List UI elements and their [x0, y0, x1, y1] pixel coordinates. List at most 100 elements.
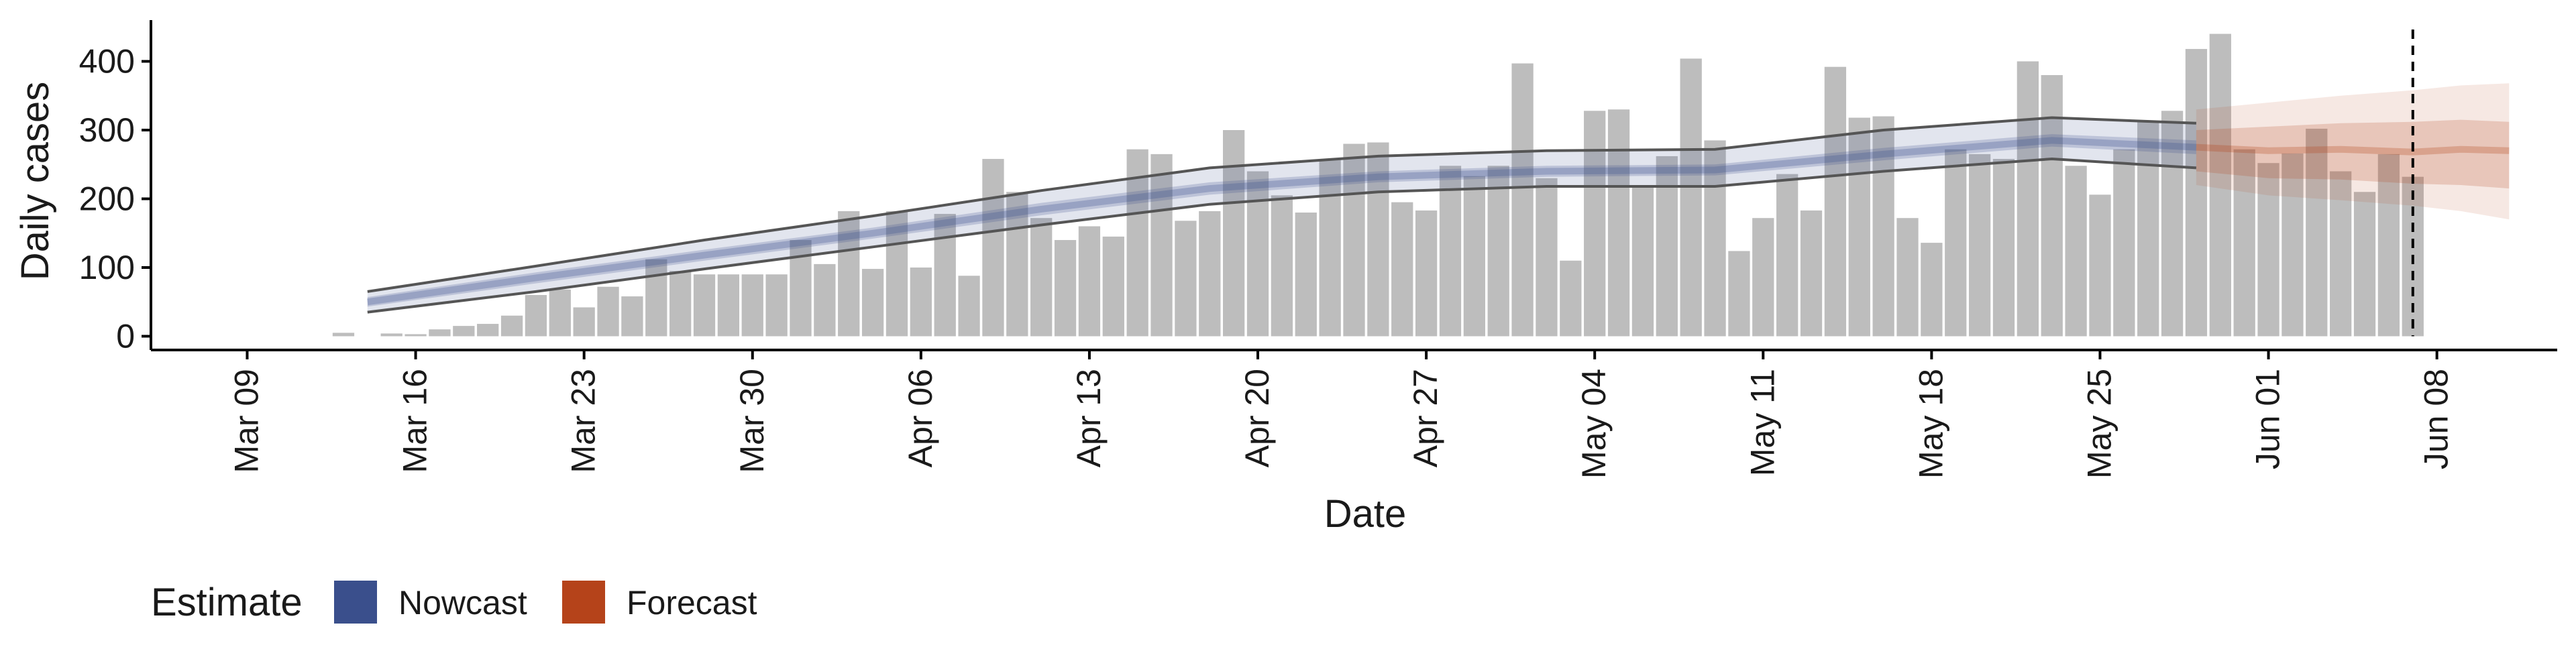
- x-axis-title: Date: [1324, 492, 1407, 536]
- bar: [1536, 178, 1558, 337]
- bar: [693, 274, 716, 337]
- bar: [2377, 154, 2400, 337]
- bar: [814, 263, 836, 337]
- x-tick-label: May 11: [1743, 369, 1781, 476]
- axes-layer: 0 100 200 300 400 Mar 09 Mar 16 Mar 23 Mar 30 Apr…: [79, 20, 2557, 479]
- bar: [1199, 211, 1221, 337]
- bar: [669, 271, 692, 337]
- bar: [1584, 111, 1606, 337]
- bar: [2257, 163, 2279, 337]
- x-tick-label: Apr 27: [1407, 369, 1444, 467]
- x-tick-label: May 04: [1575, 369, 1613, 479]
- bar: [1896, 218, 1919, 337]
- x-tick-label: Mar 30: [733, 369, 771, 473]
- bar: [380, 333, 402, 337]
- legend: Estimate Nowcast Forecast: [151, 581, 757, 624]
- bar: [1246, 171, 1269, 337]
- bar: [2041, 75, 2063, 337]
- bar: [1415, 210, 1438, 337]
- x-tick-label: May 18: [1912, 369, 1949, 479]
- bar: [982, 159, 1004, 337]
- bar: [1054, 240, 1077, 337]
- bar: [1511, 63, 1534, 337]
- nowcast-median-line: [367, 137, 2197, 306]
- y-tick-label: 0: [116, 318, 135, 355]
- bar: [1680, 58, 1702, 337]
- legend-swatch-nowcast: [334, 581, 377, 624]
- bar: [1271, 195, 1293, 337]
- legend-label-nowcast: Nowcast: [398, 584, 527, 622]
- bar: [1704, 140, 1726, 337]
- forecast-outer-band: [2196, 83, 2510, 220]
- x-tick-label: Mar 09: [228, 369, 266, 473]
- bar: [1607, 109, 1630, 337]
- y-tick-label: 400: [79, 43, 135, 80]
- bar: [1078, 226, 1101, 337]
- bar: [1175, 221, 1197, 337]
- bar: [1992, 159, 2015, 337]
- bar: [1030, 218, 1053, 337]
- x-tick-label: Jun 01: [2249, 369, 2287, 469]
- bar: [1150, 154, 1173, 337]
- bar: [1945, 149, 1967, 337]
- bands-layer: [367, 83, 2510, 312]
- forecast-inner-band: [2196, 119, 2510, 189]
- bar: [910, 268, 932, 337]
- bars-layer: [332, 34, 2424, 337]
- nowcast-outer-band: [367, 117, 2196, 312]
- bar: [1367, 142, 1389, 337]
- bar: [838, 211, 860, 337]
- x-tick-label: Mar 23: [565, 369, 602, 473]
- bar: [1824, 66, 1847, 337]
- x-tick-label: Apr 20: [1238, 369, 1276, 467]
- bar: [1872, 116, 1894, 337]
- bar: [405, 334, 427, 337]
- bar: [1319, 159, 1341, 337]
- bar: [2137, 121, 2159, 337]
- forecast-median-line: [2196, 143, 2510, 156]
- bar: [525, 295, 547, 337]
- bar: [2113, 149, 2135, 337]
- bar: [2233, 149, 2255, 337]
- bar: [1439, 166, 1462, 337]
- bar: [2185, 49, 2208, 337]
- y-tick-label: 200: [79, 180, 135, 218]
- bar: [645, 259, 667, 337]
- bar: [2209, 34, 2231, 337]
- bar: [1968, 154, 1991, 337]
- bar: [1800, 210, 1823, 337]
- bar: [1487, 166, 1509, 337]
- bar: [1102, 236, 1124, 337]
- bar: [1006, 192, 1028, 337]
- bar: [1848, 117, 1870, 337]
- bar: [885, 211, 908, 337]
- bar: [2089, 194, 2111, 337]
- bar: [2306, 128, 2328, 337]
- bar: [621, 296, 643, 337]
- y-axis-title: Daily cases: [13, 82, 57, 281]
- bar: [597, 286, 619, 337]
- bar: [500, 315, 523, 337]
- bar: [1391, 202, 1413, 337]
- y-tick-label: 100: [79, 249, 135, 286]
- bar: [1343, 143, 1365, 337]
- bar: [2161, 111, 2184, 337]
- bar: [1752, 218, 1774, 337]
- x-tick-label: May 25: [2081, 369, 2118, 479]
- nowcast-lower-line: [367, 157, 2197, 314]
- bar: [2282, 153, 2304, 337]
- bar: [573, 307, 595, 337]
- nowcast-upper-line: [367, 116, 2196, 293]
- bar: [1126, 149, 1148, 337]
- bar: [2353, 192, 2376, 337]
- bar: [1560, 260, 1582, 337]
- bar: [765, 274, 788, 337]
- bar: [549, 289, 571, 337]
- bar: [934, 214, 956, 337]
- bar: [429, 329, 451, 337]
- legend-title: Estimate: [151, 581, 303, 624]
- bar: [741, 274, 763, 337]
- bar: [2330, 171, 2352, 337]
